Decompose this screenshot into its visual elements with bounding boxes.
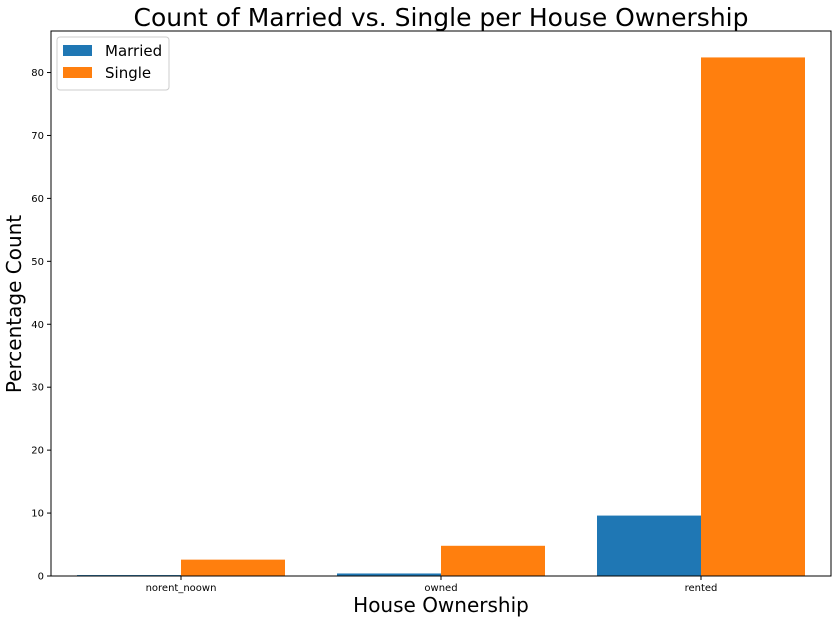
- y-tick-label: 40: [31, 320, 44, 331]
- y-tick-label: 0: [38, 572, 44, 583]
- legend-swatch-married: [63, 45, 92, 56]
- y-tick-label: 50: [31, 257, 44, 268]
- y-tick-label: 70: [31, 131, 44, 142]
- legend-swatch-single: [63, 67, 92, 78]
- x-tick-label: rented: [685, 583, 718, 594]
- x-tick-label: norent_noown: [146, 583, 217, 594]
- bar-married-rented: [597, 515, 701, 576]
- y-tick-label: 80: [31, 68, 44, 79]
- x-axis-label: House Ownership: [353, 593, 529, 617]
- y-tick-label: 60: [31, 194, 44, 205]
- legend: Married Single: [56, 36, 170, 91]
- bar-single-owned: [441, 545, 545, 576]
- y-tick-label: 30: [31, 383, 44, 394]
- x-axis: norent_noown owned rented: [146, 576, 718, 594]
- legend-label-married: Married: [105, 42, 162, 60]
- bars-layer: [77, 57, 805, 577]
- bar-single-norent-noown: [181, 559, 285, 576]
- y-axis-label: Percentage Count: [2, 215, 26, 393]
- bar-single-rented: [701, 57, 805, 577]
- chart-title: Count of Married vs. Single per House Ow…: [134, 3, 749, 32]
- legend-label-single: Single: [105, 64, 151, 82]
- y-tick-label: 20: [31, 446, 44, 457]
- y-tick-label: 10: [31, 509, 44, 520]
- x-tick-label: owned: [424, 583, 457, 594]
- bar-married-owned: [337, 573, 441, 576]
- y-axis: 0 10 20 30 40 50 60 70 80: [31, 68, 51, 583]
